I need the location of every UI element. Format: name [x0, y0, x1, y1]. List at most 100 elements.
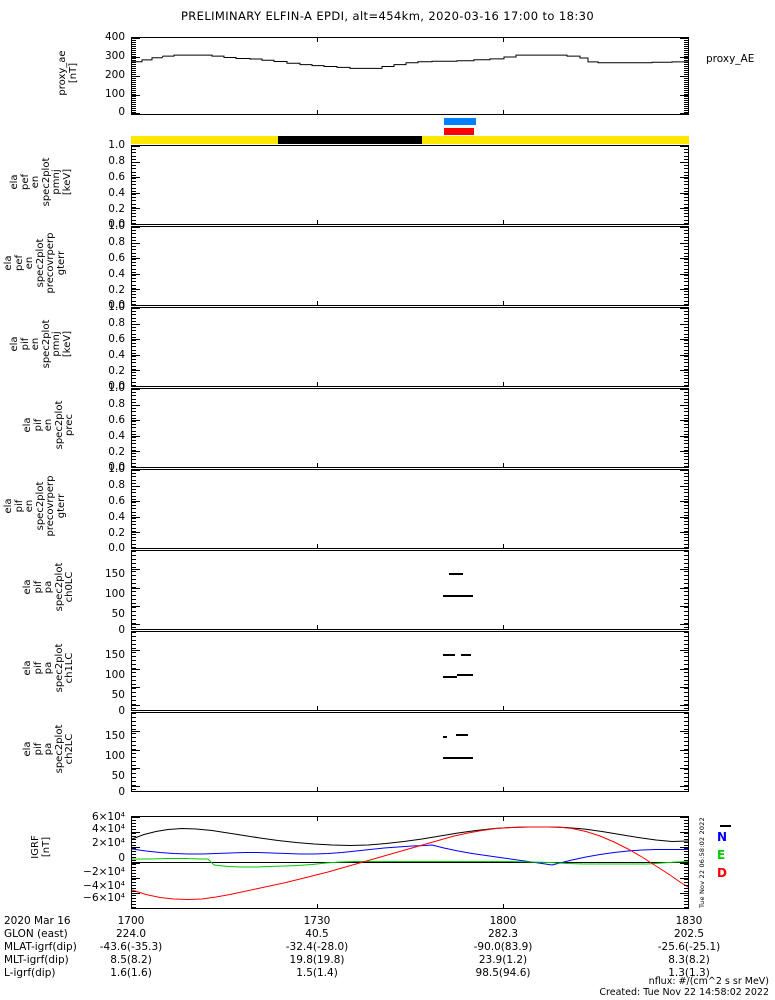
tick: [680, 324, 688, 325]
ytick-label: 0.2: [108, 446, 125, 458]
ytick-label: 0.4: [108, 349, 125, 361]
minor-ticks: [132, 817, 139, 908]
tick: [132, 501, 140, 502]
tick: [132, 517, 140, 518]
tick: [680, 569, 688, 570]
tick: [132, 389, 140, 390]
tick: [132, 486, 140, 487]
tick: [680, 57, 688, 58]
ytick-label: 0.4: [108, 511, 125, 523]
tick: [132, 193, 140, 194]
param-value: 224.0: [115, 928, 147, 940]
data-segment: [443, 595, 473, 597]
tick: [680, 113, 688, 114]
panel-ela-pef-en-spec2plot-precovrperp-gterr: [131, 226, 689, 306]
param-value: 1.3(1.3): [668, 967, 710, 979]
tick: [680, 486, 688, 487]
tick: [132, 863, 140, 864]
tick: [132, 467, 140, 468]
tick: [680, 669, 688, 670]
tick: [132, 177, 140, 178]
tick: [680, 893, 688, 894]
minor-ticks: [681, 713, 688, 791]
tick: [132, 832, 140, 833]
footer-units: nflux: #/(cm^2 s sr MeV): [648, 976, 769, 987]
param-value: 1.5(1.4): [296, 967, 338, 979]
ytick-label: 0.4: [108, 268, 125, 280]
tick: [132, 339, 140, 340]
tick: [680, 38, 688, 39]
minor-ticks: [681, 389, 688, 467]
param-key-mlt: MLT-igrf(dip): [4, 954, 69, 966]
minor-ticks: [132, 146, 139, 224]
tick: [132, 274, 140, 275]
ytick-label: 0.6: [108, 414, 125, 426]
minor-ticks: [681, 308, 688, 386]
footer-created: Created: Tue Nov 22 14:58:02 2022: [599, 987, 769, 998]
tick: [680, 162, 688, 163]
tick: [680, 467, 688, 468]
tick: [680, 177, 688, 178]
data-segment: [443, 676, 457, 678]
ytick-label: 0.8: [108, 317, 125, 329]
tick: [132, 436, 140, 437]
ytick-label: 0.2: [108, 203, 125, 215]
ytick-label: 150: [104, 568, 125, 580]
panel-ela-pef-en-spec2plot-pmnj: [131, 145, 689, 225]
minor-ticks: [681, 227, 688, 305]
tick: [680, 731, 688, 732]
tick: [680, 878, 688, 879]
ytick-label: 100: [104, 588, 125, 600]
ytick-label: 50: [111, 689, 125, 701]
param-value: -25.6(-25.1): [657, 941, 721, 953]
minor-ticks: [132, 713, 139, 791]
ytick-label: 1.0: [108, 220, 125, 232]
panel-ela-pif-pa-spec2plot-ch0lc: [131, 550, 689, 630]
ytick-label: 0.4: [108, 187, 125, 199]
param-value: 23.9(1.2): [478, 954, 528, 966]
tick: [680, 832, 688, 833]
legend-swatch-total: [720, 825, 731, 827]
tick: [317, 220, 318, 224]
xtick-label: 1730: [303, 915, 331, 927]
tick: [317, 463, 318, 467]
tick: [132, 705, 140, 706]
panel-ylabel-ela-pif-pa-spec2plot-ch1lc: ela pif pa spec2plot ch1LC: [22, 643, 75, 693]
param-value: 8.3(8.2): [668, 954, 710, 966]
tick: [680, 289, 688, 290]
panel-igrf: [131, 816, 689, 909]
tick: [680, 750, 688, 751]
param-key-mlat: MLAT-igrf(dip): [4, 941, 77, 953]
ytick-label: 0.6: [108, 252, 125, 264]
data-segment: [461, 654, 471, 656]
minor-ticks: [132, 389, 139, 467]
tick: [680, 76, 688, 77]
tick: [132, 687, 140, 688]
ytick-label: 100: [104, 669, 125, 681]
param-value: 98.5(94.6): [475, 967, 531, 979]
tick: [132, 420, 140, 421]
param-key-glon: GLON (east): [4, 928, 68, 940]
param-value: 282.3: [487, 928, 519, 940]
panel-ela-pif-pa-spec2plot-ch2lc: [131, 712, 689, 792]
blue-status-bar: [444, 118, 476, 125]
tick: [132, 624, 140, 625]
ytick-label: 1.0: [108, 382, 125, 394]
panel-ylabel-ela-pif-pa-spec2plot-ch0lc: ela pif pa spec2plot ch0LC: [22, 562, 75, 612]
tick: [317, 382, 318, 386]
tick: [503, 110, 504, 114]
tick: [317, 817, 318, 821]
tick: [680, 517, 688, 518]
minor-ticks: [681, 146, 688, 224]
tick: [680, 705, 688, 706]
ytick-label: 2×10⁴: [91, 837, 125, 849]
tick: [680, 227, 688, 228]
minor-ticks: [132, 227, 139, 305]
ytick-label: 0: [118, 106, 125, 118]
minor-ticks: [681, 817, 688, 908]
tick: [503, 706, 504, 710]
tick: [132, 57, 140, 58]
xtick-label: 1800: [489, 915, 517, 927]
tick: [680, 532, 688, 533]
tick: [132, 650, 140, 651]
